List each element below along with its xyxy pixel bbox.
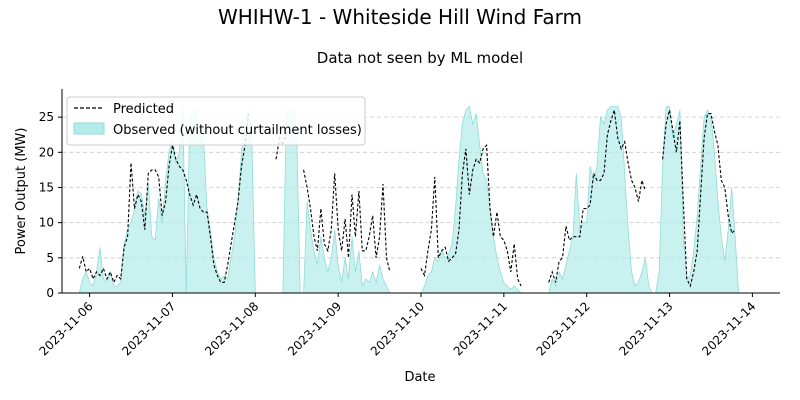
chart-title: WHIHW-1 - Whiteside Hill Wind Farm [218,5,582,29]
y-tick-label: 15 [39,180,54,194]
x-axis-label: Date [404,370,435,385]
observed-area-segment [420,105,523,294]
y-axis-ticks: 0 5 10 15 20 25 [39,110,62,300]
predicted-line-segment [662,109,736,288]
predicted-line-segment [420,144,522,287]
y-tick-label: 10 [39,216,54,230]
x-tick-label: 2023-11-14 [699,299,758,358]
x-tick-label: 2023-11-13 [616,299,675,358]
y-axis-label: Power Output (MW) [14,128,29,255]
predicted-line-segment [303,169,391,273]
y-tick-label: 5 [46,251,54,265]
legend: Predicted Observed (without curtailment … [66,96,366,146]
x-tick-label: 2023-11-12 [534,299,593,358]
legend-observed-label: Observed (without curtailment losses) [113,123,362,138]
x-tick-label: 2023-11-07 [119,299,178,358]
predicted-line-segment [78,113,249,284]
y-tick-label: 0 [46,286,54,300]
x-tick-label: 2023-11-11 [451,299,510,358]
chart-subtitle: Data not seen by ML model [317,49,523,67]
x-tick-label: 2023-11-08 [202,299,261,358]
observed-area-segment [303,201,391,294]
x-tick-label: 2023-11-06 [37,299,96,358]
x-axis-ticks: 2023-11-06 2023-11-07 2023-11-08 2023-11-09… [37,293,759,358]
y-tick-label: 20 [39,145,54,159]
observed-area-segment [548,106,653,294]
legend-predicted-label: Predicted [113,102,174,117]
x-tick-label: 2023-11-10 [368,299,427,358]
y-tick-label: 25 [39,110,54,124]
predicted-line-segment [548,109,646,283]
legend-observed-swatch [73,122,105,135]
x-tick-label: 2023-11-09 [285,299,344,358]
legend-frame [66,96,366,146]
